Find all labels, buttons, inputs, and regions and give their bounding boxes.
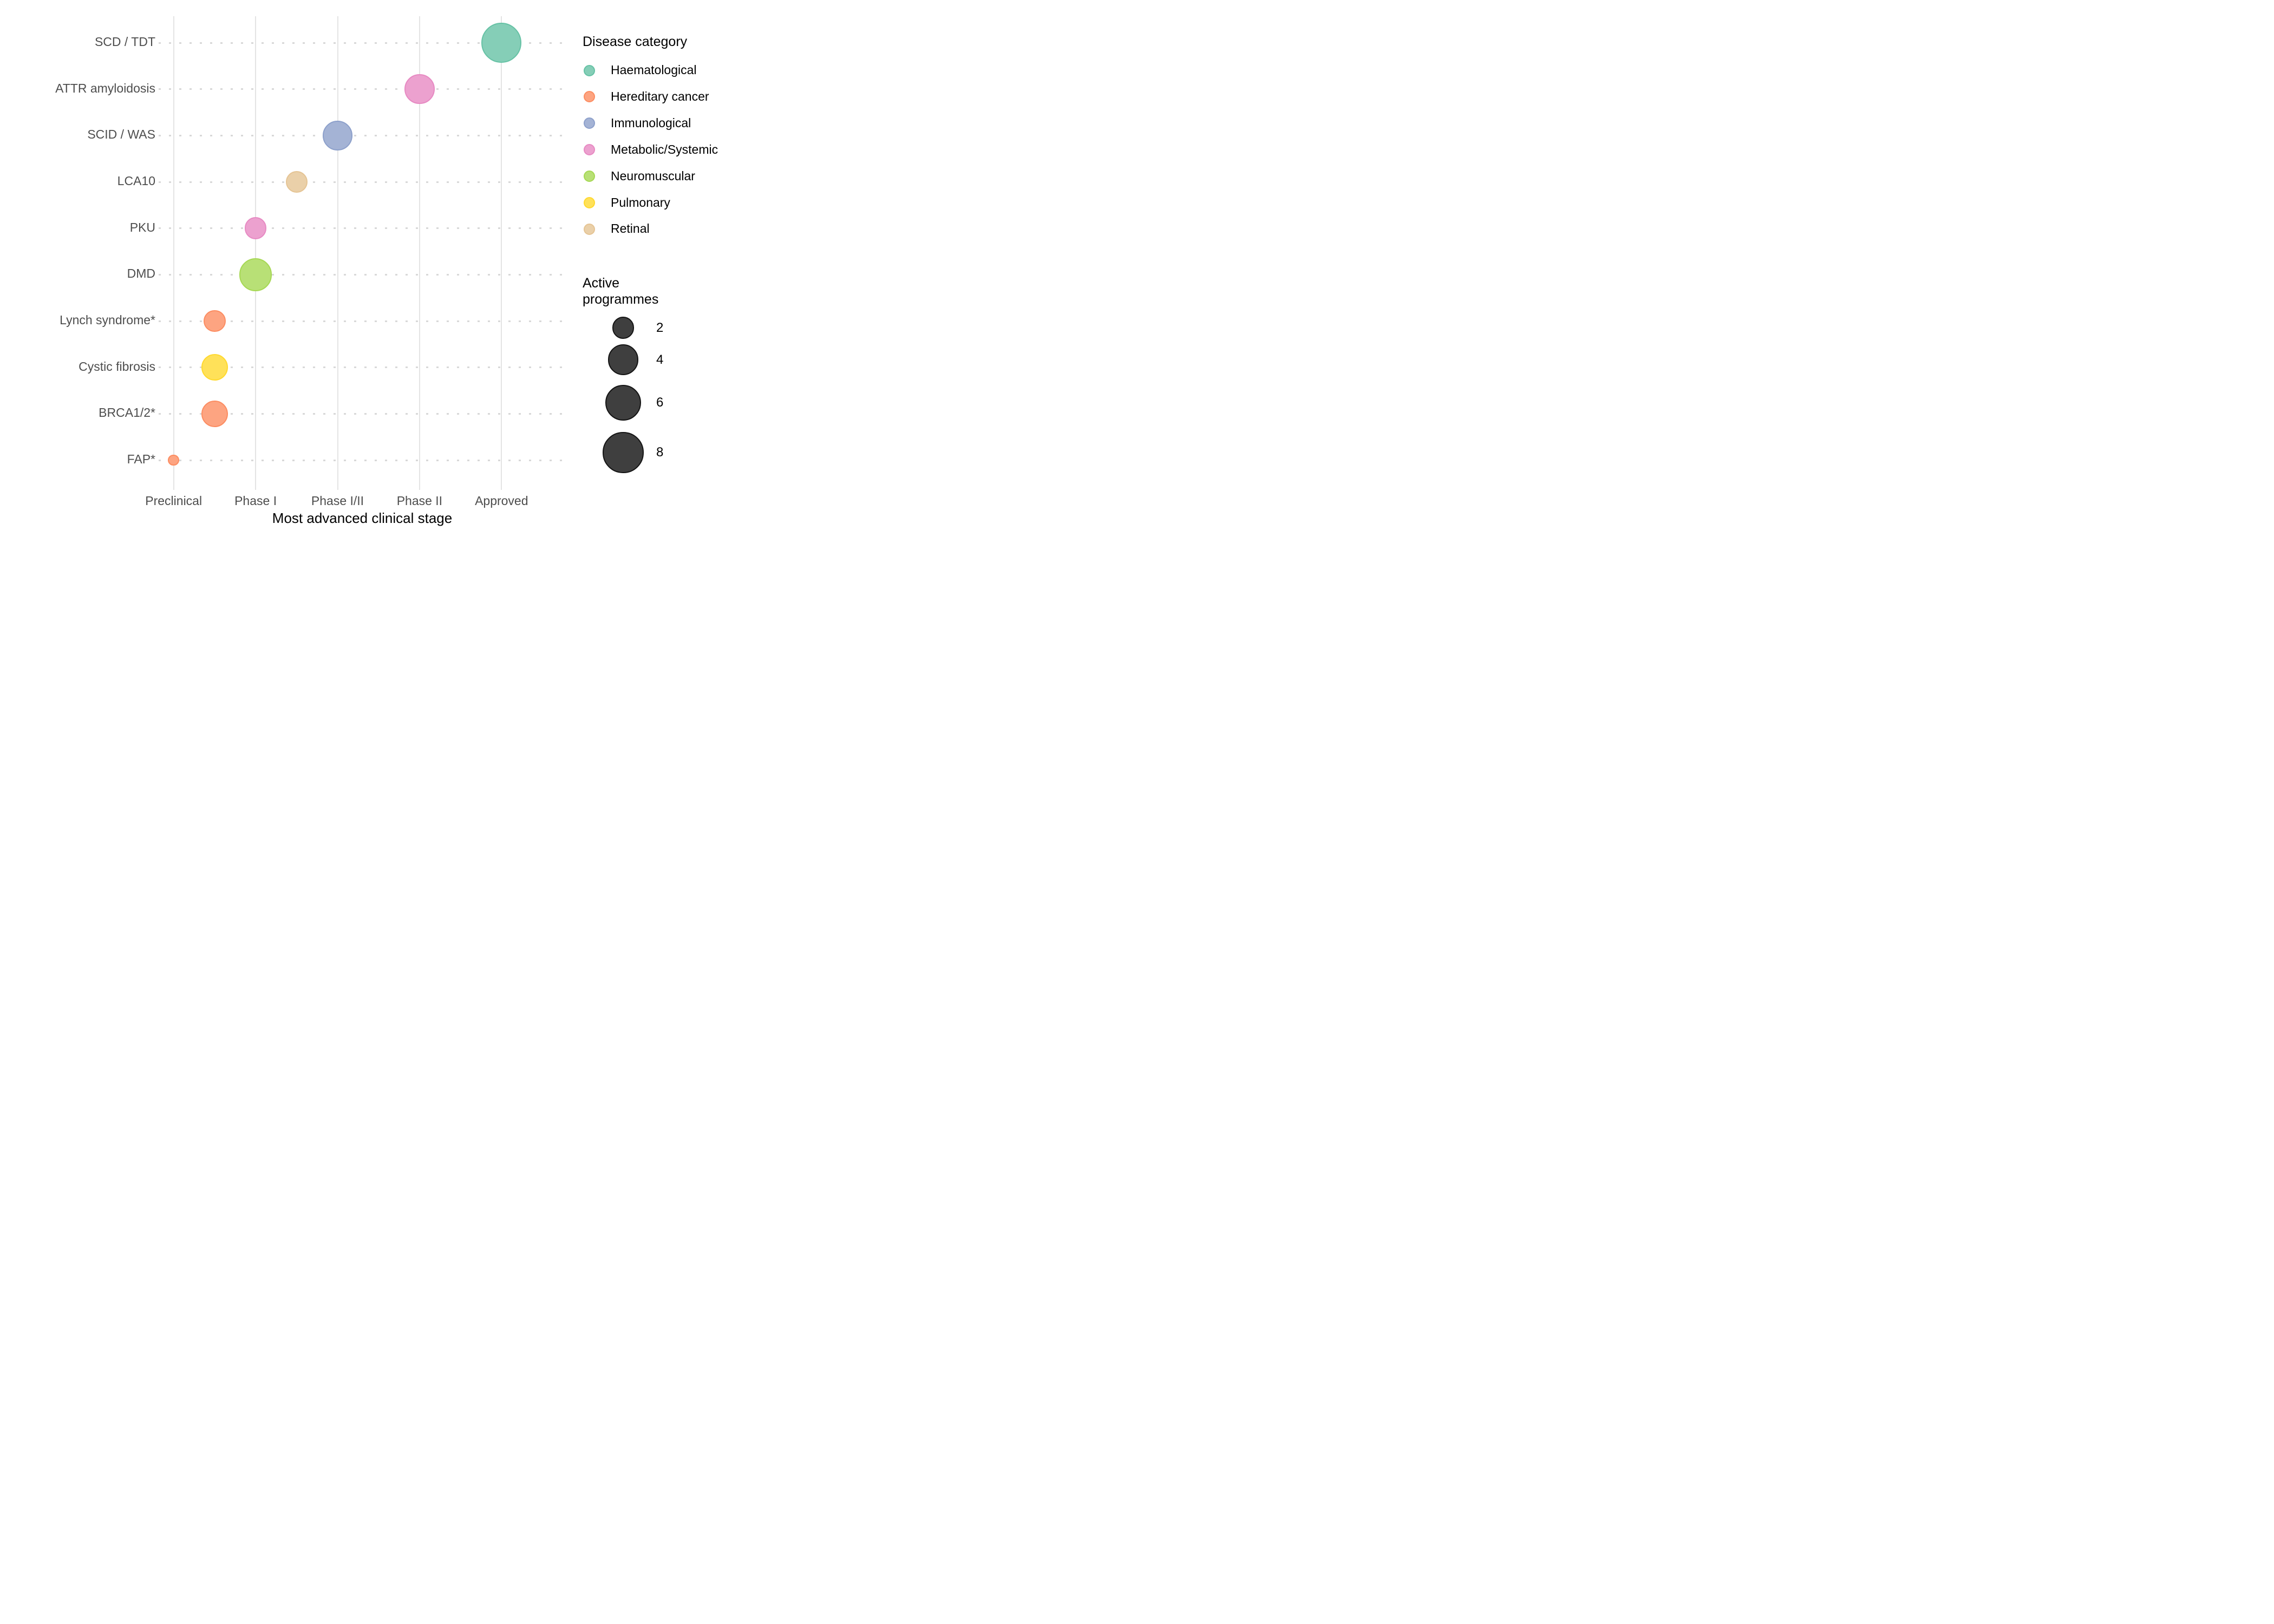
bubble-scd-tdt xyxy=(481,23,522,63)
bubble-lca10 xyxy=(285,171,308,193)
legend-item-label: Haematological xyxy=(611,63,697,77)
legend-swatch-neuromuscular xyxy=(583,171,595,182)
legend-swatch-immunological xyxy=(583,117,595,129)
y-axis-label: ATTR amyloidosis xyxy=(55,81,155,95)
y-axis-label: SCID / WAS xyxy=(87,127,155,142)
color-legend-title: Disease category xyxy=(583,34,688,49)
x-axis-tick-label: Phase I xyxy=(234,494,277,508)
x-axis-tick-label: Phase II xyxy=(396,494,443,508)
x-axis-tick-label: Approved xyxy=(475,494,528,508)
size-legend-circle-8 xyxy=(603,432,644,473)
legend-item-label: Metabolic/Systemic xyxy=(611,142,718,156)
row-guide xyxy=(159,42,566,44)
size-legend-value: 2 xyxy=(656,320,664,335)
bubble-lynch-syndrome xyxy=(204,310,226,332)
row-guide xyxy=(159,88,566,90)
legend-swatch-pulmonary xyxy=(583,197,595,208)
size-legend-circle-6 xyxy=(605,384,641,421)
bubble-scid-was xyxy=(323,121,352,150)
row-guide xyxy=(159,459,566,461)
x-gridline xyxy=(501,16,502,490)
x-gridline xyxy=(173,16,174,490)
y-axis-label: SCD / TDT xyxy=(94,35,155,49)
bubble-fap xyxy=(168,454,179,466)
bubble-dmd xyxy=(239,258,272,291)
row-guide xyxy=(159,320,566,322)
size-legend-circle-4 xyxy=(607,344,639,375)
bubble-brca1-2 xyxy=(201,400,228,428)
y-axis-label: LCA10 xyxy=(117,174,155,188)
x-axis-tick-label: Preclinical xyxy=(145,494,202,508)
y-axis-label: BRCA1/2* xyxy=(99,405,155,420)
row-guide xyxy=(159,412,566,415)
row-guide xyxy=(159,134,566,136)
row-guide xyxy=(159,366,566,369)
x-gridline xyxy=(419,16,420,490)
legend-swatch-metabolic-systemic xyxy=(583,144,595,156)
legend-item-label: Retinal xyxy=(611,221,650,236)
bubble-chart-figure: Preclinical Phase I Phase I/II Phase II Appr… xyxy=(0,0,758,541)
size-legend-value: 6 xyxy=(656,395,664,410)
legend-item-label: Hereditary cancer xyxy=(611,89,709,103)
y-axis-label: FAP* xyxy=(127,452,155,466)
x-axis-tick-label: Phase I/II xyxy=(311,494,364,508)
size-legend-value: 4 xyxy=(656,352,664,367)
y-axis-label: DMD xyxy=(127,266,155,281)
y-axis-label: PKU xyxy=(129,220,155,234)
legend-swatch-retinal xyxy=(583,223,595,235)
size-legend-circle-2 xyxy=(612,317,635,339)
bubble-pku xyxy=(244,217,267,239)
size-legend-value: 8 xyxy=(656,445,664,460)
legend-swatch-hereditary-cancer xyxy=(583,91,595,103)
legend-item-label: Immunological xyxy=(611,115,691,130)
legend-item-label: Pulmonary xyxy=(611,195,670,209)
legend-item-label: Neuromuscular xyxy=(611,168,695,183)
bubble-attr-amyloidosis xyxy=(404,74,435,104)
x-gridline xyxy=(337,16,338,490)
row-guide xyxy=(159,227,566,230)
y-axis-label: Lynch syndrome* xyxy=(60,313,155,327)
x-gridline xyxy=(255,16,257,490)
y-axis-label: Cystic fibrosis xyxy=(79,359,155,374)
bubble-cystic-fibrosis xyxy=(201,354,228,381)
legend-swatch-haematological xyxy=(583,64,595,76)
row-guide xyxy=(159,273,566,276)
row-guide xyxy=(159,181,566,183)
size-legend-title: Active programmes xyxy=(583,276,659,307)
x-axis-title: Most advanced clinical stage xyxy=(272,510,453,526)
